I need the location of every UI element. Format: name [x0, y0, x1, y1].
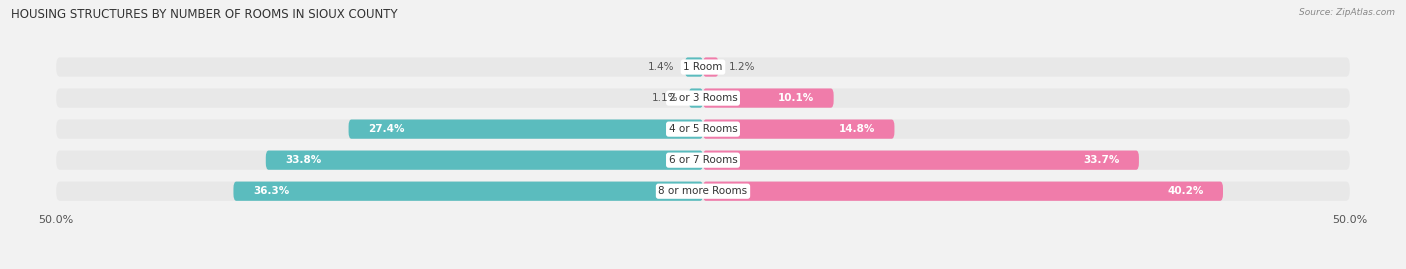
FancyBboxPatch shape [685, 57, 703, 77]
Text: HOUSING STRUCTURES BY NUMBER OF ROOMS IN SIOUX COUNTY: HOUSING STRUCTURES BY NUMBER OF ROOMS IN… [11, 8, 398, 21]
Text: 33.7%: 33.7% [1083, 155, 1119, 165]
FancyBboxPatch shape [349, 119, 703, 139]
FancyBboxPatch shape [703, 119, 894, 139]
Text: 40.2%: 40.2% [1167, 186, 1204, 196]
FancyBboxPatch shape [56, 57, 1350, 77]
Text: 8 or more Rooms: 8 or more Rooms [658, 186, 748, 196]
Text: 4 or 5 Rooms: 4 or 5 Rooms [669, 124, 737, 134]
FancyBboxPatch shape [689, 89, 703, 108]
FancyBboxPatch shape [56, 151, 1350, 170]
Text: 27.4%: 27.4% [368, 124, 405, 134]
Text: 2 or 3 Rooms: 2 or 3 Rooms [669, 93, 737, 103]
Text: 33.8%: 33.8% [285, 155, 322, 165]
Text: 1 Room: 1 Room [683, 62, 723, 72]
Text: 10.1%: 10.1% [778, 93, 814, 103]
FancyBboxPatch shape [703, 151, 1139, 170]
FancyBboxPatch shape [56, 89, 1350, 108]
FancyBboxPatch shape [266, 151, 703, 170]
Text: 14.8%: 14.8% [838, 124, 875, 134]
Text: 36.3%: 36.3% [253, 186, 290, 196]
FancyBboxPatch shape [56, 119, 1350, 139]
Text: Source: ZipAtlas.com: Source: ZipAtlas.com [1299, 8, 1395, 17]
FancyBboxPatch shape [703, 182, 1223, 201]
Text: 1.1%: 1.1% [652, 93, 679, 103]
FancyBboxPatch shape [56, 182, 1350, 201]
FancyBboxPatch shape [233, 182, 703, 201]
FancyBboxPatch shape [703, 89, 834, 108]
Text: 1.2%: 1.2% [728, 62, 755, 72]
Text: 1.4%: 1.4% [648, 62, 675, 72]
Text: 6 or 7 Rooms: 6 or 7 Rooms [669, 155, 737, 165]
FancyBboxPatch shape [703, 57, 718, 77]
